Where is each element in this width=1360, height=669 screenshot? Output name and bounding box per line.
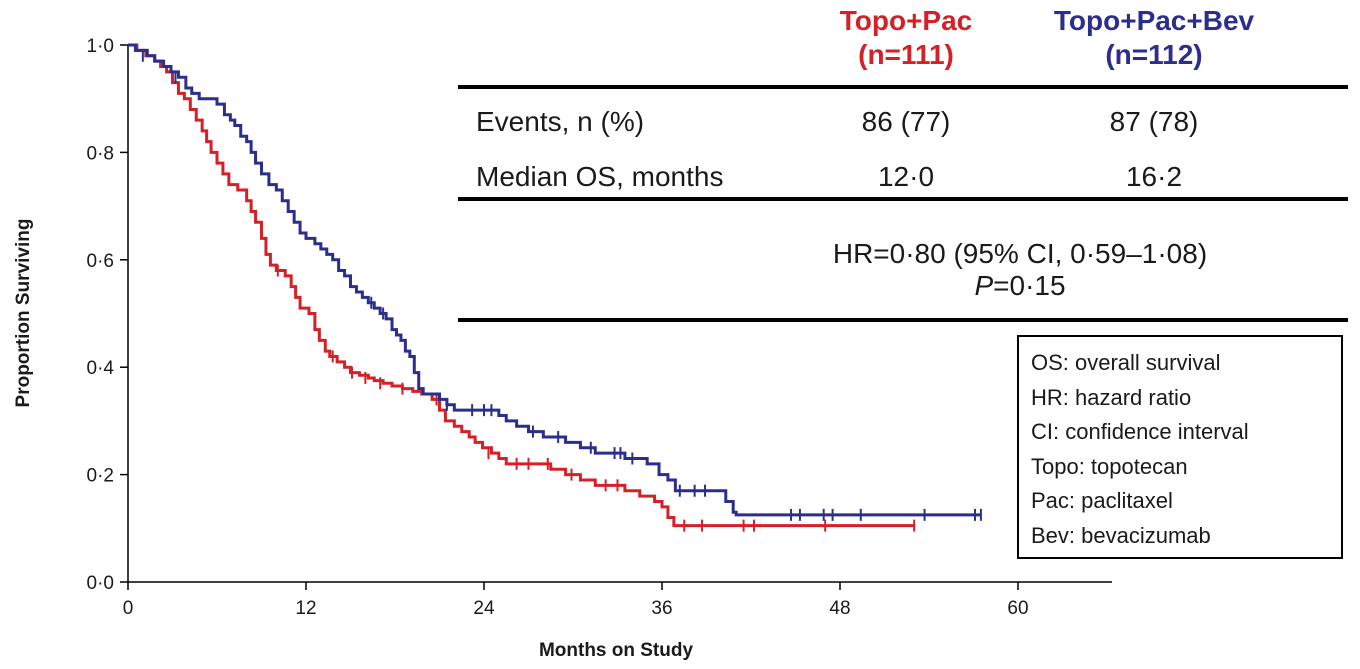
cell-topo-pac: 12·0 [877, 161, 935, 192]
x-tick-label: 24 [473, 598, 495, 619]
abbreviation-item: OS: overall survival [1031, 350, 1221, 375]
abbreviation-item: Topo: topotecan [1031, 453, 1188, 479]
hazard-ratio-block: HR=0·80 (95% CI, 0·59–1·08) P=0·15 [700, 238, 1340, 302]
x-tick-label: 0 [123, 598, 134, 619]
cell-topo-pac-bev: 87 (78) [1109, 106, 1199, 137]
table-mid-rule [458, 197, 1348, 201]
x-axis-title: Months on Study [539, 640, 694, 661]
series-topo-pac [128, 43, 916, 532]
y-tick-label: 0·4 [87, 358, 115, 379]
abbreviation-item: Bev: bevacizumab [1031, 522, 1211, 548]
arm-header-topo-pac: Topo+Pac (n=111) [776, 4, 1036, 72]
abbreviation-item: HR: hazard ratio [1031, 384, 1192, 410]
abbreviation-item: Pac: paclitaxel [1031, 488, 1173, 513]
cell-topo-pac-bev: 16·2 [1125, 161, 1183, 192]
y-ticks: 0·0 0·2 0·4 0·6 0·8 1·0 [87, 36, 128, 594]
abbreviation-item: CI: confidence interval [1031, 419, 1249, 444]
arm-header-n: (n=112) [1105, 39, 1203, 70]
p-value-line: P=0·15 [700, 270, 1340, 302]
x-tick-label: 36 [651, 598, 672, 619]
y-tick-label: 1·0 [87, 36, 114, 57]
table-row-median-os: Median OS, months 12·0 16·2 [458, 157, 1348, 197]
row-label: Median OS, months [476, 161, 724, 192]
y-axis-title: Proportion Surviving [13, 219, 34, 408]
cell-topo-pac: 86 (77) [861, 106, 951, 137]
p-value: =0·15 [993, 270, 1066, 301]
series-layer [128, 43, 982, 532]
y-tick-label: 0·2 [87, 466, 114, 487]
x-tick-label: 12 [295, 598, 316, 619]
abbreviations-box: OS: overall survival HR: hazard ratio CI… [1017, 335, 1343, 559]
row-label: Events, n (%) [476, 106, 645, 137]
hr-line: HR=0·80 (95% CI, 0·59–1·08) [832, 238, 1208, 269]
x-tick-label: 60 [1007, 598, 1028, 619]
chart-axes [127, 45, 1112, 583]
y-tick-label: 0·8 [87, 143, 114, 164]
arm-header-topo-pac-bev: Topo+Pac+Bev (n=112) [1024, 4, 1284, 72]
arm-header-name: Topo+Pac+Bev [1053, 5, 1255, 36]
table-top-rule [458, 85, 1348, 89]
x-ticks: 0 12 24 36 48 60 [123, 582, 1029, 619]
arm-header-n: (n=111) [858, 39, 954, 70]
x-tick-label: 48 [829, 598, 850, 619]
table-bottom-rule [458, 318, 1348, 322]
arm-header-name: Topo+Pac [839, 5, 973, 36]
table-row-events: Events, n (%) 86 (77) 87 (78) [458, 102, 1348, 142]
survival-curve [128, 43, 981, 517]
y-tick-label: 0·0 [87, 573, 114, 594]
survival-curve [128, 43, 915, 528]
series-topo-pac-bev [128, 43, 982, 521]
p-label: P [974, 270, 994, 301]
y-tick-label: 0·6 [87, 251, 114, 272]
